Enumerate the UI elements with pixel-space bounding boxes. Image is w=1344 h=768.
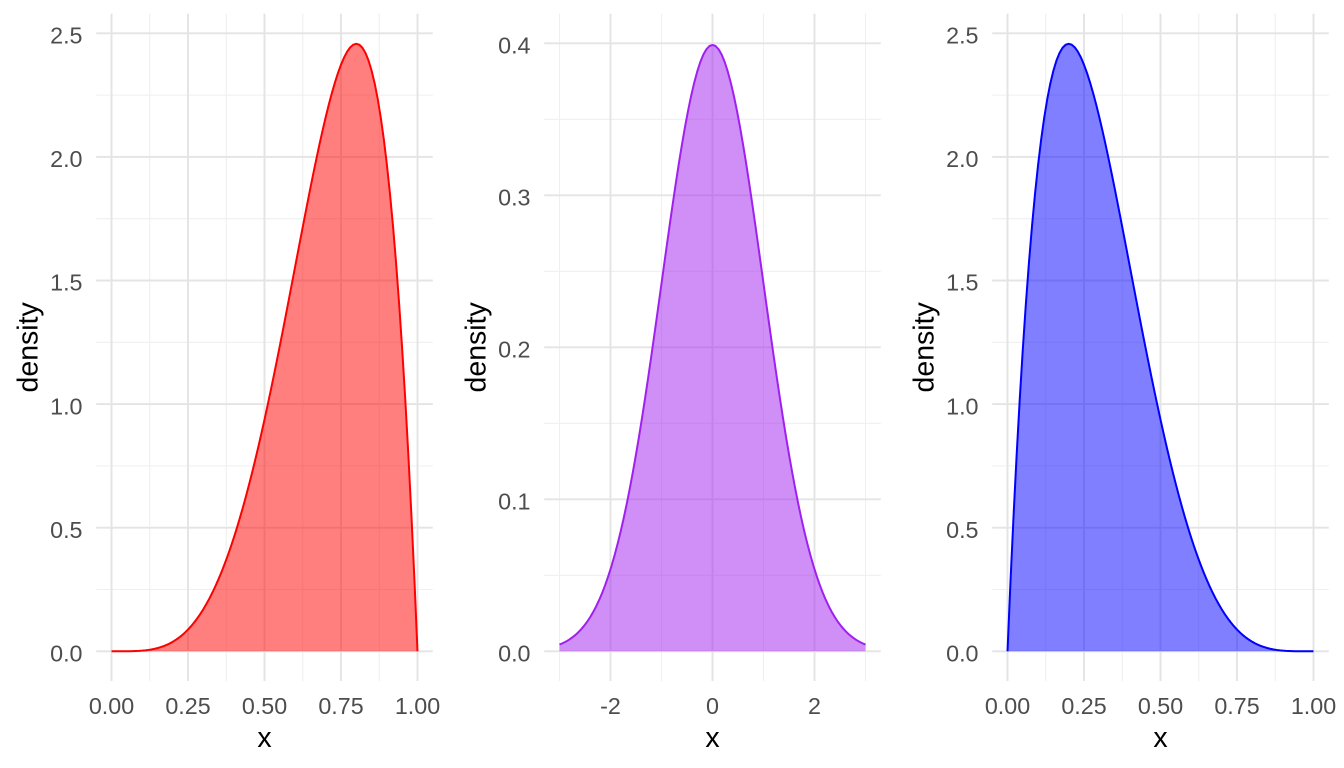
svg-text:1.00: 1.00 <box>395 693 440 719</box>
svg-text:0.2: 0.2 <box>498 337 530 363</box>
svg-text:1.5: 1.5 <box>946 270 978 296</box>
svg-text:1.5: 1.5 <box>50 270 82 296</box>
svg-text:density: density <box>13 301 45 392</box>
svg-text:0.1: 0.1 <box>498 489 530 515</box>
svg-text:0.0: 0.0 <box>50 641 82 667</box>
svg-text:2.5: 2.5 <box>946 23 978 49</box>
svg-text:0: 0 <box>706 693 719 719</box>
svg-text:0.50: 0.50 <box>1138 693 1183 719</box>
svg-text:0.0: 0.0 <box>946 641 978 667</box>
svg-text:2.5: 2.5 <box>50 23 82 49</box>
svg-text:0.5: 0.5 <box>946 517 978 543</box>
svg-text:0.75: 0.75 <box>318 693 363 719</box>
svg-text:0.25: 0.25 <box>165 693 210 719</box>
svg-text:0.50: 0.50 <box>242 693 287 719</box>
svg-text:density: density <box>909 301 941 392</box>
svg-text:2.0: 2.0 <box>946 146 978 172</box>
svg-text:density: density <box>461 301 493 392</box>
svg-text:0.3: 0.3 <box>498 185 530 211</box>
svg-text:1.0: 1.0 <box>50 393 82 419</box>
svg-text:0.5: 0.5 <box>50 517 82 543</box>
svg-text:1.00: 1.00 <box>1291 693 1336 719</box>
svg-text:0.75: 0.75 <box>1214 693 1259 719</box>
svg-text:0.25: 0.25 <box>1061 693 1106 719</box>
svg-text:0.4: 0.4 <box>498 33 530 59</box>
svg-text:0.00: 0.00 <box>89 693 134 719</box>
svg-text:x: x <box>257 722 271 754</box>
svg-text:-2: -2 <box>600 693 621 719</box>
svg-text:1.0: 1.0 <box>946 393 978 419</box>
svg-text:0.0: 0.0 <box>498 641 530 667</box>
svg-text:2: 2 <box>808 693 821 719</box>
svg-text:0.00: 0.00 <box>985 693 1030 719</box>
svg-text:x: x <box>1153 722 1167 754</box>
svg-text:2.0: 2.0 <box>50 146 82 172</box>
svg-text:x: x <box>705 722 719 754</box>
